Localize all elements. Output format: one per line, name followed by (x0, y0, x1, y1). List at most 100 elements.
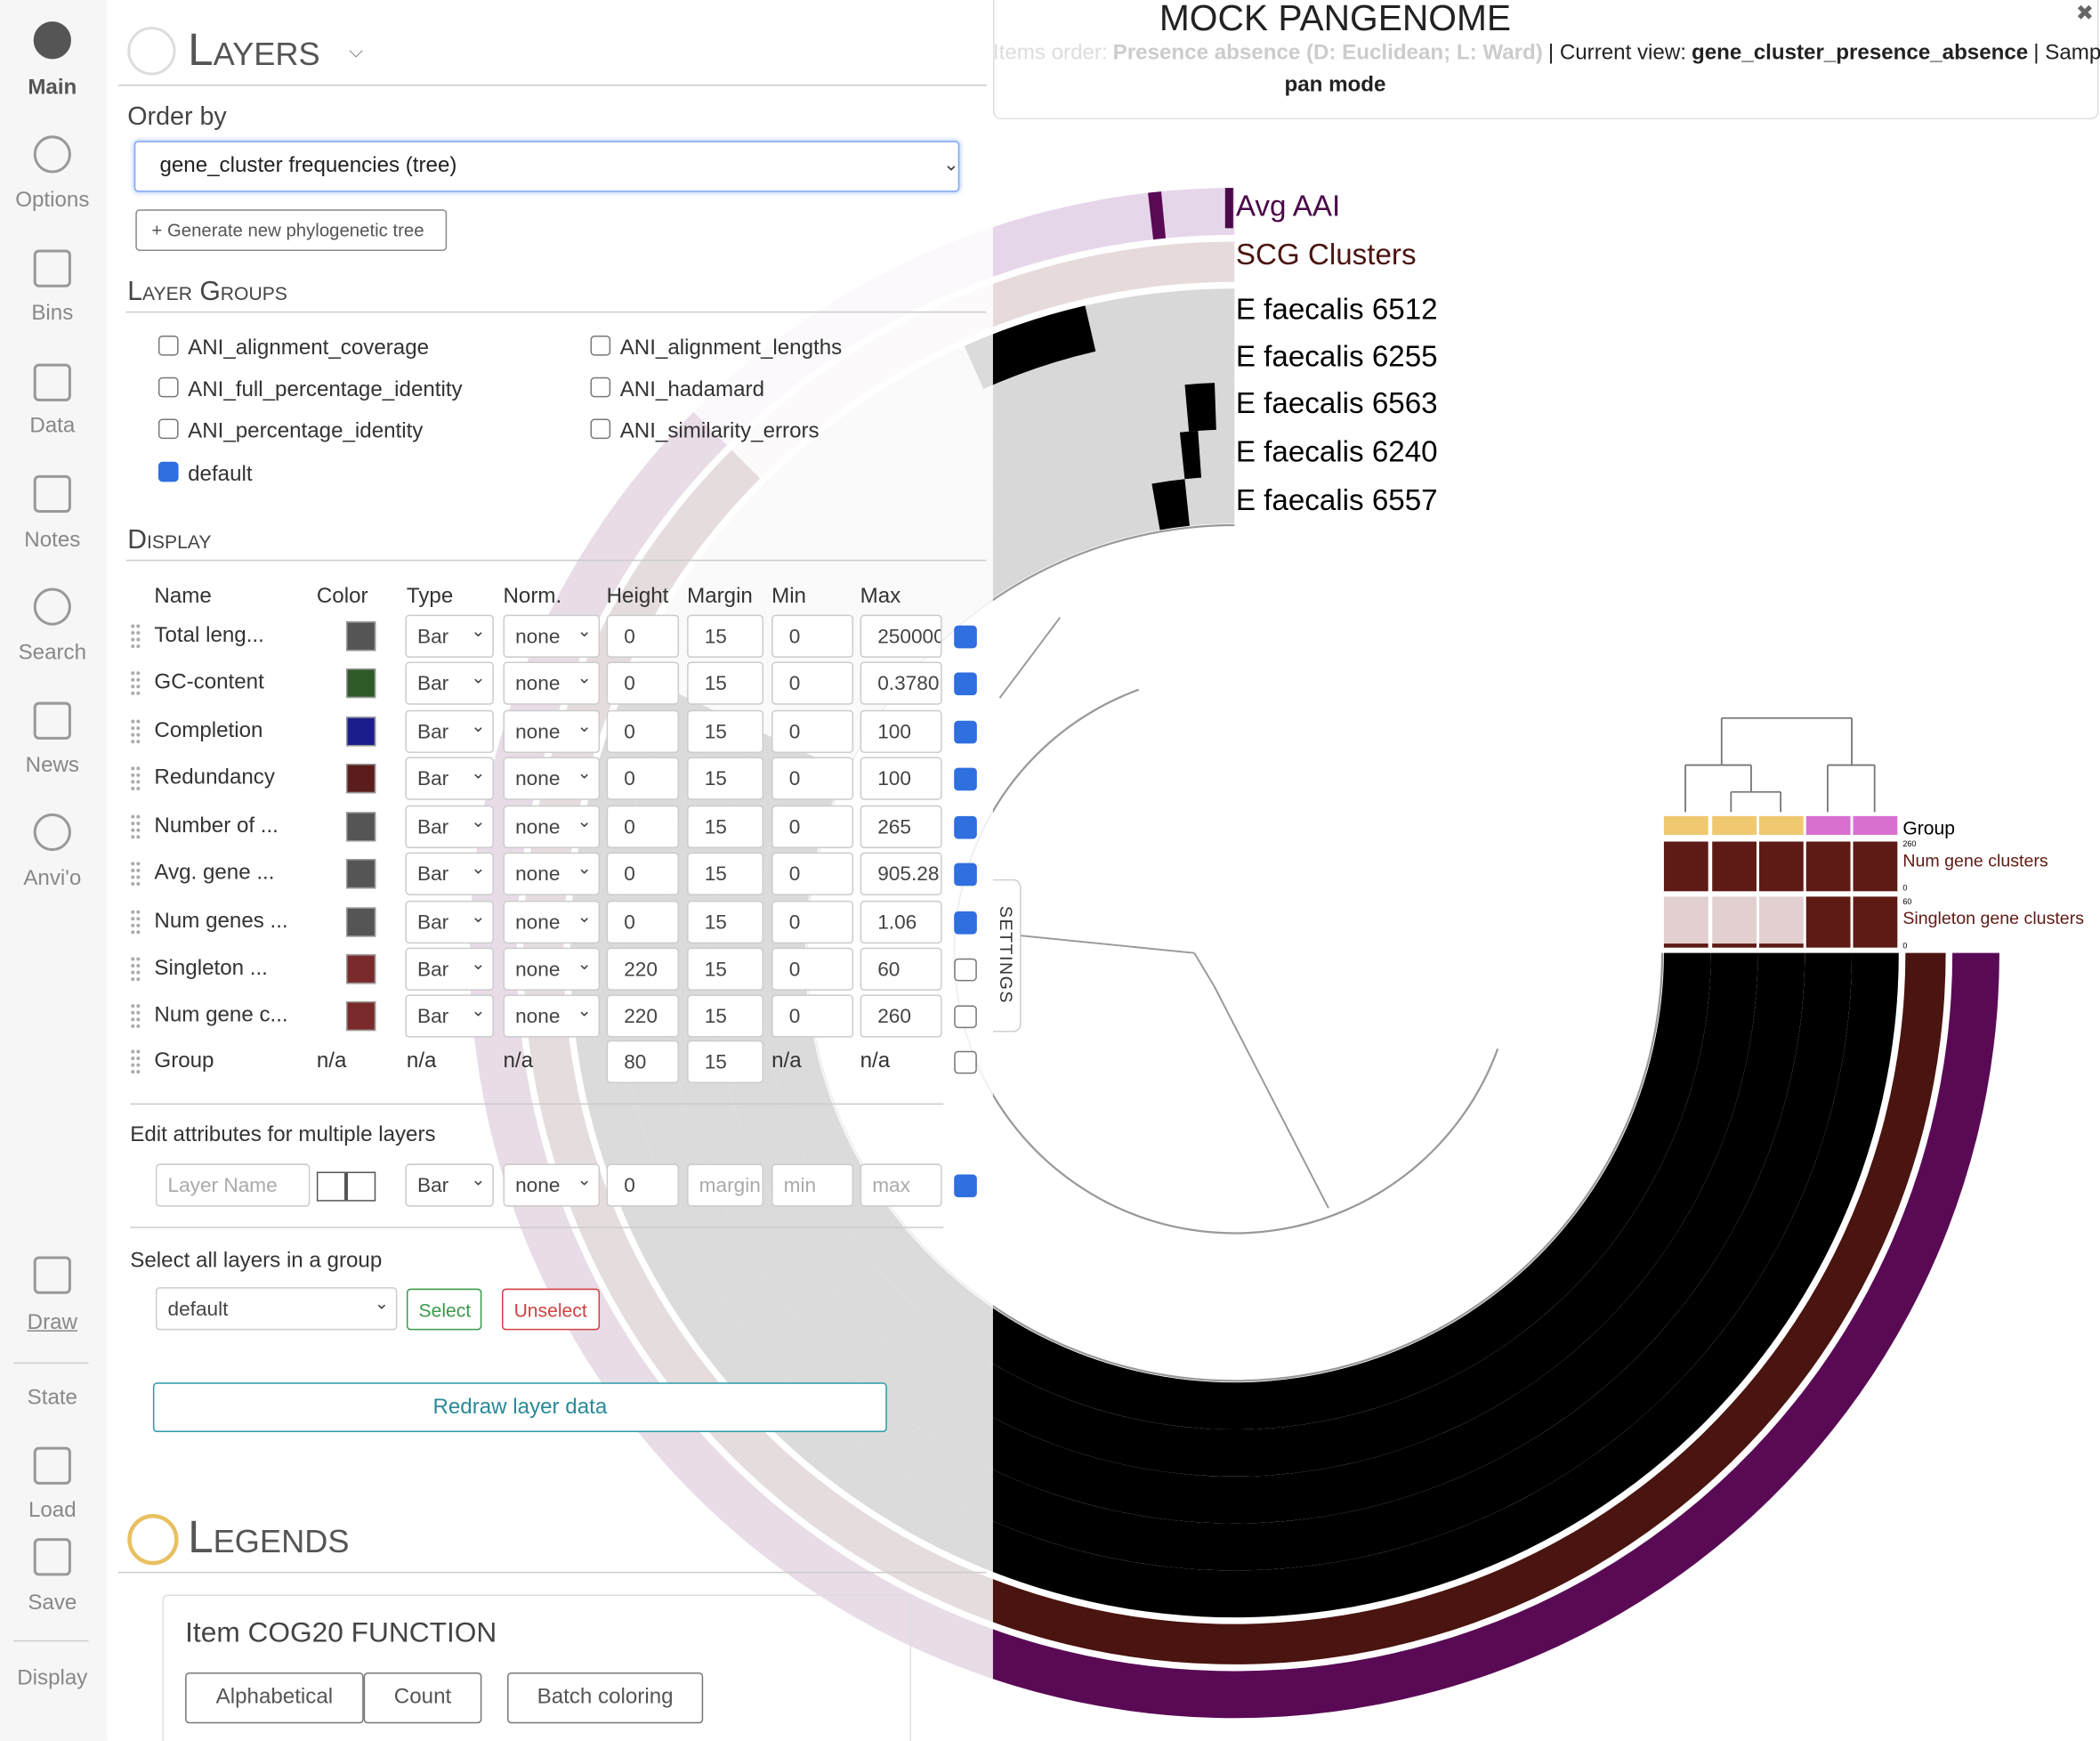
max-input[interactable]: 60 (860, 947, 942, 991)
sidebar-label[interactable]: Save (28, 1591, 77, 1615)
settings-tab[interactable]: SETTINGS (992, 879, 1022, 1032)
sidebar-label[interactable]: News (25, 754, 79, 778)
margin-input[interactable]: 15 (687, 757, 764, 800)
max-input[interactable]: 250000 (860, 614, 942, 658)
sidebar-label[interactable]: Bins (31, 302, 74, 325)
margin-input[interactable]: 15 (687, 661, 764, 705)
type-select[interactable]: Bar (405, 1163, 494, 1207)
type-select[interactable]: Bar (405, 900, 494, 944)
checkbox[interactable] (954, 958, 977, 982)
checkbox[interactable] (590, 336, 611, 356)
color-swatch[interactable] (346, 812, 376, 842)
margin-input[interactable]: margin (687, 1163, 764, 1207)
sidebar-label[interactable]: Options (15, 189, 90, 213)
max-input[interactable]: 100 (860, 757, 942, 800)
checkbox[interactable] (158, 418, 179, 440)
color-swatch[interactable] (346, 764, 376, 794)
sidebar-label[interactable]: State (27, 1386, 77, 1410)
sidebar-icon[interactable] (33, 474, 71, 514)
sidebar-icon[interactable] (33, 1446, 71, 1485)
checkbox[interactable] (954, 862, 977, 887)
min-input[interactable]: 0 (771, 805, 854, 849)
sidebar-label[interactable]: Notes (24, 529, 81, 552)
redraw-button[interactable]: Redraw layer data (152, 1382, 887, 1433)
margin-input[interactable]: 15 (687, 805, 764, 849)
norm-select[interactable]: none (503, 852, 601, 895)
sidebar-icon[interactable] (33, 1538, 71, 1576)
norm-select[interactable]: none (503, 947, 601, 991)
color-swatch[interactable] (346, 668, 376, 699)
max-input[interactable]: 265 (860, 805, 942, 849)
min-input[interactable]: 0 (771, 661, 854, 705)
sidebar-icon[interactable] (33, 587, 71, 626)
sidebar-label[interactable]: Main (28, 76, 77, 100)
checkbox[interactable] (158, 461, 179, 482)
sidebar-icon[interactable] (33, 813, 71, 852)
min-input[interactable]: 0 (771, 709, 854, 753)
norm-select[interactable]: none (503, 1163, 601, 1207)
norm-select[interactable]: none (503, 900, 601, 944)
unselect-button[interactable]: Unselect (501, 1288, 601, 1331)
sidebar-label[interactable]: Search (18, 641, 87, 665)
max-input[interactable]: 100 (860, 709, 942, 753)
sidebar-icon[interactable] (33, 1256, 71, 1294)
legend-button[interactable]: Alphabetical (185, 1672, 364, 1724)
sidebar-label[interactable]: Display (17, 1666, 88, 1690)
max-input[interactable]: 905.28 (860, 852, 942, 895)
norm-select[interactable]: none (503, 805, 601, 849)
height-input[interactable]: 0 (606, 805, 680, 849)
norm-select[interactable]: none (503, 757, 601, 800)
min-input[interactable]: 0 (771, 947, 854, 991)
norm-select[interactable]: none (503, 614, 601, 658)
color-swatch[interactable] (346, 859, 376, 889)
margin-input[interactable]: 15 (687, 900, 764, 944)
legend-button[interactable]: Batch coloring (507, 1672, 704, 1724)
margin-input[interactable]: 15 (687, 947, 764, 991)
min-input[interactable]: 0 (771, 757, 854, 800)
norm-select[interactable]: none (503, 994, 601, 1038)
color-swatch[interactable] (346, 907, 376, 937)
checkbox[interactable] (158, 377, 179, 398)
norm-select[interactable]: none (503, 661, 601, 705)
close-button[interactable]: ✖ (2075, 3, 2095, 26)
max-input[interactable]: 0.3780 (860, 661, 942, 705)
checkbox[interactable] (590, 418, 611, 440)
checkbox[interactable] (954, 767, 977, 791)
checkbox[interactable] (954, 1005, 977, 1029)
type-select[interactable]: Bar (405, 994, 494, 1038)
margin-input[interactable]: 15 (687, 852, 764, 895)
type-select[interactable]: Bar (405, 757, 494, 800)
sidebar-icon[interactable] (33, 249, 71, 287)
color-swatch[interactable] (346, 954, 376, 984)
group-select[interactable]: default (155, 1287, 398, 1331)
height-input[interactable]: 0 (606, 614, 680, 658)
checkbox[interactable] (954, 911, 977, 935)
type-select[interactable]: Bar (405, 709, 494, 753)
max-input[interactable]: 260 (860, 994, 942, 1038)
button[interactable]: + Generate new phylogenetic tree (135, 209, 448, 251)
layer-name-input[interactable]: Layer Name (155, 1163, 311, 1207)
sidebar-icon[interactable] (33, 135, 71, 174)
norm-select[interactable]: none (503, 709, 601, 753)
height-input[interactable]: 0 (606, 757, 680, 800)
height-input[interactable]: 0 (606, 709, 680, 753)
color-swatch[interactable] (346, 621, 376, 652)
checkbox[interactable] (954, 1174, 977, 1198)
max-input[interactable]: 1.06 (860, 900, 942, 944)
type-select[interactable]: Bar (405, 805, 494, 849)
sidebar-icon[interactable] (33, 363, 71, 401)
height-input[interactable]: 220 (606, 994, 680, 1038)
color-swatch[interactable] (346, 717, 376, 747)
height-input[interactable]: 0 (606, 1163, 680, 1207)
min-input[interactable]: min (771, 1163, 854, 1207)
checkbox[interactable] (954, 1050, 977, 1074)
type-select[interactable]: Bar (405, 661, 494, 705)
sidebar-label[interactable]: Anvi'o (23, 867, 82, 890)
checkbox[interactable] (954, 625, 977, 649)
min-input[interactable]: 0 (771, 994, 854, 1038)
type-select[interactable]: Bar (405, 852, 494, 895)
legend-button[interactable]: Count (363, 1672, 482, 1724)
max-input[interactable]: max (860, 1163, 942, 1207)
min-input[interactable]: 0 (771, 614, 854, 658)
type-select[interactable]: Bar (405, 614, 494, 658)
